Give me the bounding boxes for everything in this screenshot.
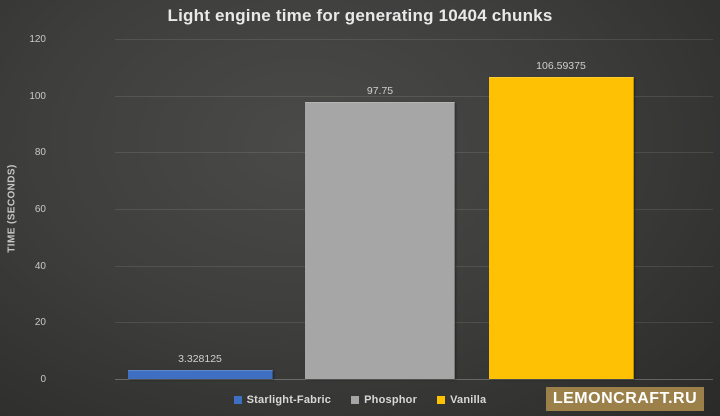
legend-label: Phosphor xyxy=(364,394,418,406)
y-tick-label-60: 60 xyxy=(34,204,46,215)
legend-item-starlight-fabric: Starlight-Fabric xyxy=(233,394,332,406)
y-tick-label-120: 120 xyxy=(29,34,46,45)
watermark-lemoncraft: LEMONCRAFT.RU xyxy=(546,387,704,411)
gridline-100 xyxy=(115,95,713,97)
y-tick-label-80: 80 xyxy=(34,147,46,159)
gridline-120 xyxy=(115,39,713,40)
y-tick-label-100: 100 xyxy=(29,90,46,102)
legend-swatch-icon xyxy=(437,396,446,404)
bar-phosphor xyxy=(305,102,455,379)
chart-title: Light engine time for generating 10404 c… xyxy=(167,6,553,25)
legend: Starlight-Fabric Phosphor Vanilla xyxy=(0,394,720,406)
bar-vanilla xyxy=(488,76,634,379)
y-tick-label-20: 20 xyxy=(34,317,46,329)
y-tick-label-0: 0 xyxy=(40,374,46,385)
bar-starlight-fabric xyxy=(127,369,273,379)
legend-swatch-icon xyxy=(351,396,360,404)
gridline-0 xyxy=(115,379,713,380)
legend-label: Vanilla xyxy=(450,394,487,406)
legend-swatch-icon xyxy=(233,396,242,404)
bar-value-label-phosphor: 97.75 xyxy=(366,85,394,98)
bar-value-label-vanilla: 106.59375 xyxy=(536,59,586,72)
y-tick-label-40: 40 xyxy=(34,260,46,272)
legend-label: Starlight-Fabric xyxy=(246,394,332,406)
legend-item-phosphor: Phosphor xyxy=(351,394,417,406)
legend-item-vanilla: Vanilla xyxy=(437,394,486,406)
plot-area: 3.328125 97.75 106.59375 xyxy=(115,39,713,380)
y-axis-ticks: 0 20 40 60 80 100 120 xyxy=(0,34,48,385)
bar-value-label-starlight-fabric: 3.328125 xyxy=(178,352,222,365)
